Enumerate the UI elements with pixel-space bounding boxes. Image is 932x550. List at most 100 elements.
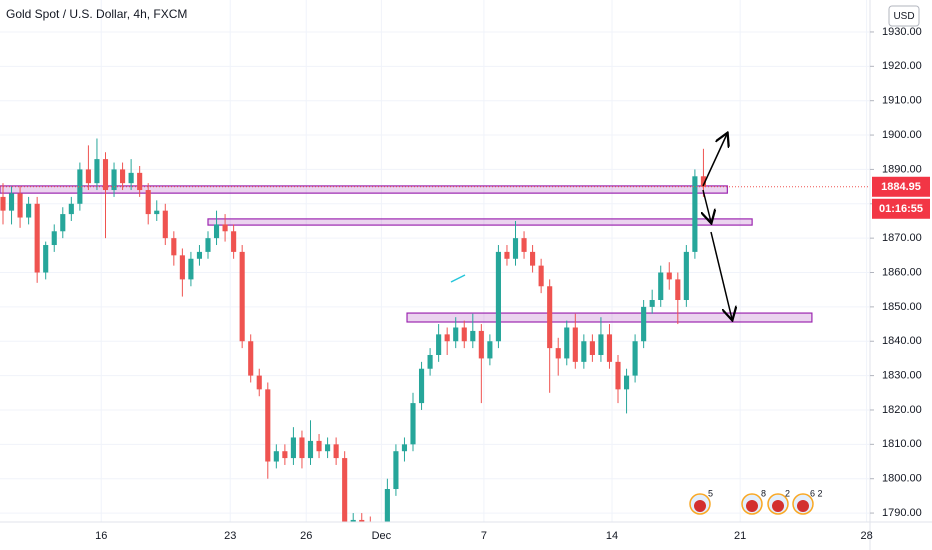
currency-button[interactable] xyxy=(888,5,920,27)
x-tick-label: Dec xyxy=(372,530,392,542)
x-tick-label: 7 xyxy=(481,530,487,542)
candle-body xyxy=(547,286,553,349)
candle-body xyxy=(196,251,203,259)
candle-body xyxy=(692,176,698,252)
candle-body xyxy=(641,306,647,342)
candle-body xyxy=(51,231,57,246)
candle-body xyxy=(171,238,177,256)
candle-body xyxy=(683,251,689,301)
candle-body xyxy=(418,368,425,404)
last-price-box xyxy=(872,176,930,197)
candle-body xyxy=(265,389,271,462)
event-flag xyxy=(694,500,706,512)
candle-body xyxy=(487,341,493,359)
candle-body xyxy=(145,190,151,215)
candle-body xyxy=(239,251,245,342)
candle-body xyxy=(325,444,331,452)
candle-body xyxy=(111,169,117,191)
zone xyxy=(0,185,728,194)
candle-body xyxy=(666,272,672,280)
candle-body xyxy=(623,375,630,390)
candle-body xyxy=(401,444,408,452)
candle-body xyxy=(34,203,40,273)
x-tick-label: 26 xyxy=(300,530,312,542)
event-flag xyxy=(797,500,809,512)
candle-body xyxy=(231,231,237,252)
grid xyxy=(0,0,870,522)
zone xyxy=(406,312,813,323)
candle-body xyxy=(530,251,536,266)
candle-body xyxy=(359,519,365,522)
candle-body xyxy=(589,341,595,355)
candle-body xyxy=(333,444,339,459)
candle-body xyxy=(188,258,194,280)
x-tick-label: 14 xyxy=(606,530,618,542)
candle-body xyxy=(658,272,664,301)
last-price-label: 1884.95 xyxy=(881,181,921,193)
candle-body xyxy=(316,440,322,452)
x-tick-label: 28 xyxy=(860,530,872,542)
candle-body xyxy=(154,210,160,215)
candle-body xyxy=(307,440,314,459)
y-tick-label: 1850.00 xyxy=(882,301,922,313)
event-count: 2 xyxy=(785,488,790,498)
y-tick-label: 1800.00 xyxy=(882,473,922,485)
event-count: 5 xyxy=(708,488,713,498)
events: 5 8 2 6 2 xyxy=(689,488,823,515)
candle-body xyxy=(68,203,74,215)
candle-body xyxy=(350,519,356,522)
candle-body xyxy=(538,265,544,287)
candle-body xyxy=(8,193,15,211)
candle-body xyxy=(26,203,32,218)
candle-body xyxy=(453,327,459,342)
candle-body xyxy=(256,375,262,390)
y-tick-label: 1810.00 xyxy=(882,438,922,450)
arrow xyxy=(710,231,732,319)
candle-body xyxy=(606,334,613,362)
candle-body xyxy=(17,193,23,218)
x-tick-label: 23 xyxy=(224,530,236,542)
candle-body xyxy=(282,451,288,459)
price-axis xyxy=(870,0,932,550)
candle-body xyxy=(77,169,83,204)
candles xyxy=(0,138,870,522)
currency: USD xyxy=(893,11,914,22)
y-tick-label: 1900.00 xyxy=(882,129,922,141)
drawing-stroke xyxy=(450,274,466,283)
candle-body xyxy=(162,210,168,239)
candle-body xyxy=(495,251,501,342)
candle-body xyxy=(564,327,570,359)
y-tick-label: 1870.00 xyxy=(882,232,922,244)
candle-body xyxy=(470,330,476,342)
candle-body xyxy=(427,354,433,369)
y-tick-label: 1820.00 xyxy=(882,404,922,416)
candle-body xyxy=(700,176,706,187)
axes: 1790.00 1800.00 1810.00 1820.00 1830.00 1840.… xyxy=(95,26,930,542)
candle-body xyxy=(410,403,416,445)
y-tick-label: 1790.00 xyxy=(882,507,922,519)
candle-body xyxy=(137,172,143,191)
candle-body xyxy=(572,327,578,362)
candle-body xyxy=(213,224,220,239)
candle-body xyxy=(555,348,561,359)
candle-body xyxy=(43,245,49,273)
y-tick-label: 1910.00 xyxy=(882,95,922,107)
y-tick-label: 1890.00 xyxy=(882,163,922,175)
y-tick-label: 1860.00 xyxy=(882,266,922,278)
candle-body xyxy=(299,437,305,459)
x-tick-label: 21 xyxy=(734,530,746,542)
candle-body xyxy=(632,341,638,376)
candle-body xyxy=(0,196,6,211)
countdown-label: 01:16:55 xyxy=(879,203,923,215)
chart-title: Gold Spot / U.S. Dollar, 4h, FXCM xyxy=(6,7,187,21)
candle-body xyxy=(675,279,681,301)
candle-body xyxy=(521,238,527,252)
candle-body xyxy=(205,238,211,252)
candle-body xyxy=(102,159,109,191)
overlay xyxy=(450,134,732,319)
candle-body xyxy=(85,169,91,184)
zones xyxy=(0,185,813,323)
candle-body xyxy=(120,169,126,184)
